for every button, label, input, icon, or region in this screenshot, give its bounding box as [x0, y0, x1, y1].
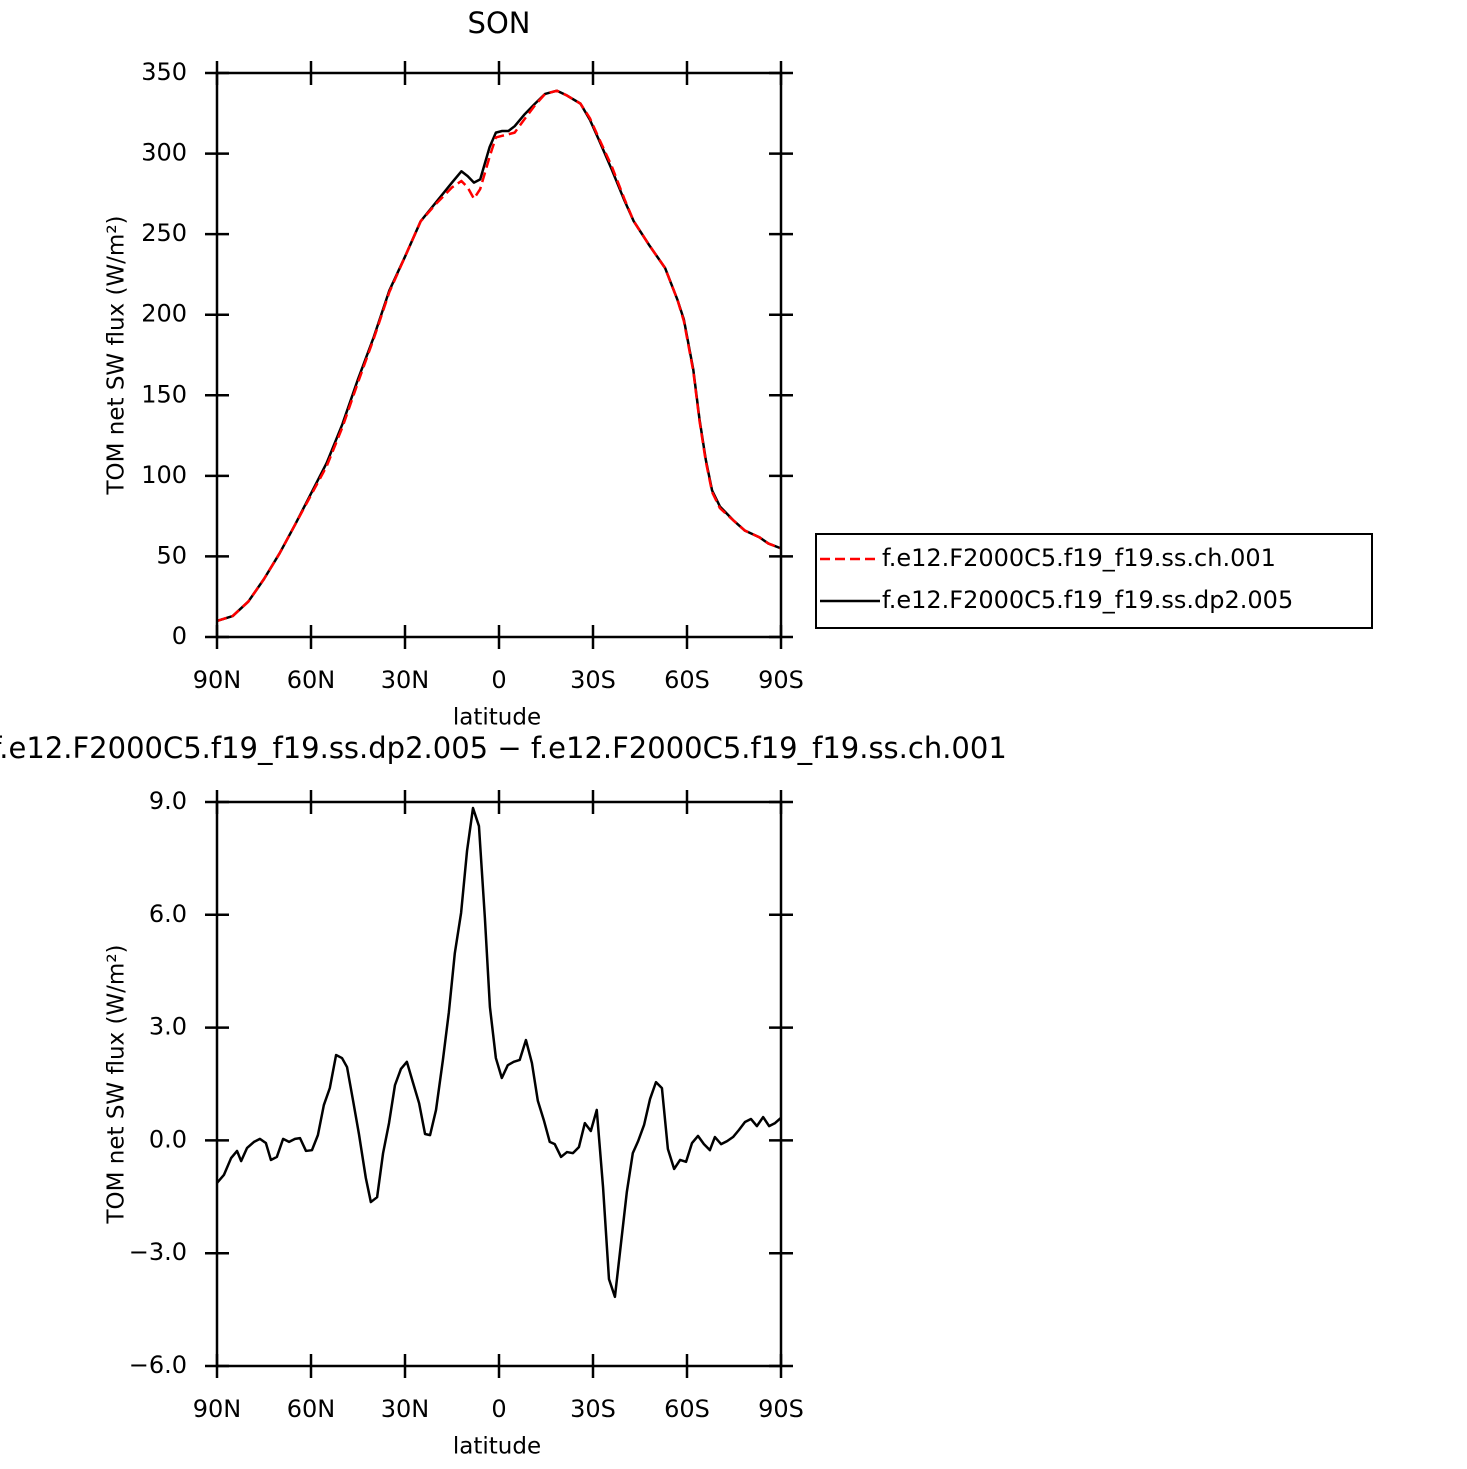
x-tick-label: 30N — [381, 1395, 430, 1423]
x-tick-label: 60N — [287, 1395, 336, 1423]
legend-box — [815, 533, 1373, 629]
y-tick-label: 6.0 — [149, 900, 187, 928]
chart-title: f.e12.F2000C5.f19_f19.ss.dp2.005 − f.e12… — [0, 731, 1007, 765]
data-line — [216, 806, 782, 1299]
legend-label: f.e12.F2000C5.f19_f19.ss.dp2.005 — [882, 586, 1293, 614]
y-tick-label: 200 — [141, 300, 187, 328]
y-tick-label: 100 — [141, 461, 187, 489]
y-tick-label: 350 — [141, 58, 187, 86]
chart-title: SON — [468, 6, 531, 40]
x-tick-label: 0 — [491, 1395, 506, 1423]
y-tick-label: −3.0 — [129, 1238, 187, 1266]
x-axis-label: latitude — [453, 705, 541, 731]
plot-frame — [215, 800, 783, 1368]
y-tick-label: 300 — [141, 139, 187, 167]
x-tick-label: 0 — [491, 666, 506, 694]
x-tick-label: 90S — [758, 666, 804, 694]
plot-frame — [215, 71, 783, 639]
y-tick-label: 9.0 — [149, 787, 187, 815]
x-tick-label: 60N — [287, 666, 336, 694]
x-tick-label: 60S — [664, 1395, 710, 1423]
x-tick-label: 90N — [193, 666, 242, 694]
data-line — [216, 89, 782, 623]
x-tick-label: 90N — [193, 1395, 242, 1423]
y-tick-label: 150 — [141, 380, 187, 408]
y-tick-label: 250 — [141, 219, 187, 247]
x-tick-label: 30N — [381, 666, 430, 694]
x-tick-label: 60S — [664, 666, 710, 694]
y-tick-label: 50 — [156, 541, 187, 569]
x-tick-label: 30S — [570, 1395, 616, 1423]
y-tick-label: 0.0 — [149, 1125, 187, 1153]
data-line — [216, 89, 782, 623]
y-tick-label: −6.0 — [129, 1351, 187, 1379]
y-axis-label: TOM net SW flux (W/m²) — [104, 944, 130, 1224]
y-tick-label: 3.0 — [149, 1013, 187, 1041]
legend-label: f.e12.F2000C5.f19_f19.ss.ch.001 — [882, 544, 1276, 572]
x-axis-label: latitude — [453, 1434, 541, 1460]
x-tick-label: 30S — [570, 666, 616, 694]
x-tick-label: 90S — [758, 1395, 804, 1423]
y-axis-label: TOM net SW flux (W/m²) — [104, 215, 130, 495]
y-tick-label: 0 — [172, 622, 187, 650]
